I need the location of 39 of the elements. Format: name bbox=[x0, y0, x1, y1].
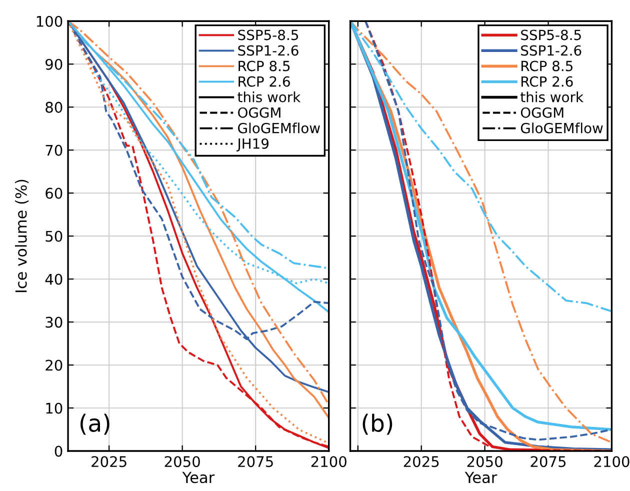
y-tick-label: 60 bbox=[46, 188, 62, 199]
x-tick-label: 2100 bbox=[311, 456, 346, 468]
legend-label: SSP1-2.6 bbox=[521, 45, 582, 56]
legend-label: RCP 8.5 bbox=[238, 60, 290, 72]
x-tick-label: 2025 bbox=[404, 456, 439, 468]
legend-label: this work bbox=[238, 92, 301, 102]
annotation: (b) bbox=[362, 414, 392, 435]
x-axis-title: Year bbox=[464, 472, 498, 484]
legend-label: SSP5-8.5 bbox=[238, 30, 298, 40]
x-tick-label: 2100 bbox=[594, 456, 630, 468]
legend-label: GloGEMflow bbox=[520, 122, 603, 134]
y-tick-label: 10 bbox=[46, 402, 62, 414]
y-tick-label: 90 bbox=[46, 58, 62, 70]
legend-label: SSP5-8.5 bbox=[521, 30, 581, 40]
y-tick-label: 50 bbox=[46, 230, 62, 242]
legend-label: GloGEMflow bbox=[238, 122, 320, 134]
y-tick-label: 40 bbox=[45, 274, 62, 285]
y-tick-label: 20 bbox=[46, 360, 62, 371]
x-axis-title: Year bbox=[182, 472, 215, 484]
x-tick-label: 2050 bbox=[467, 456, 502, 468]
legend-label: JH19 bbox=[236, 138, 269, 152]
y-tick-label: 100 bbox=[36, 16, 62, 27]
legend-label: RCP 2.6 bbox=[238, 76, 290, 87]
legend-label: this work bbox=[520, 92, 584, 102]
x-tick-label: 2050 bbox=[164, 456, 200, 468]
x-tick-label: 2075 bbox=[530, 456, 566, 468]
y-tick-label: 80 bbox=[46, 102, 62, 113]
legend-label: SSP1-2.6 bbox=[238, 45, 298, 56]
y-tick-label: 30 bbox=[46, 316, 62, 328]
x-tick-label: 2025 bbox=[92, 456, 126, 468]
annotation: (a) bbox=[80, 414, 110, 435]
legend-label: OGGM bbox=[238, 107, 280, 118]
legend-label: RCP 2.6 bbox=[522, 76, 573, 87]
y-tick-label: 0 bbox=[54, 446, 62, 457]
x-tick-label: 2075 bbox=[238, 456, 273, 468]
y-axis-title: Ice volume (%) bbox=[15, 180, 29, 292]
legend-label: OGGM bbox=[520, 107, 564, 118]
legend-label: RCP 8.5 bbox=[522, 60, 572, 72]
y-tick-label: 70 bbox=[46, 144, 62, 156]
